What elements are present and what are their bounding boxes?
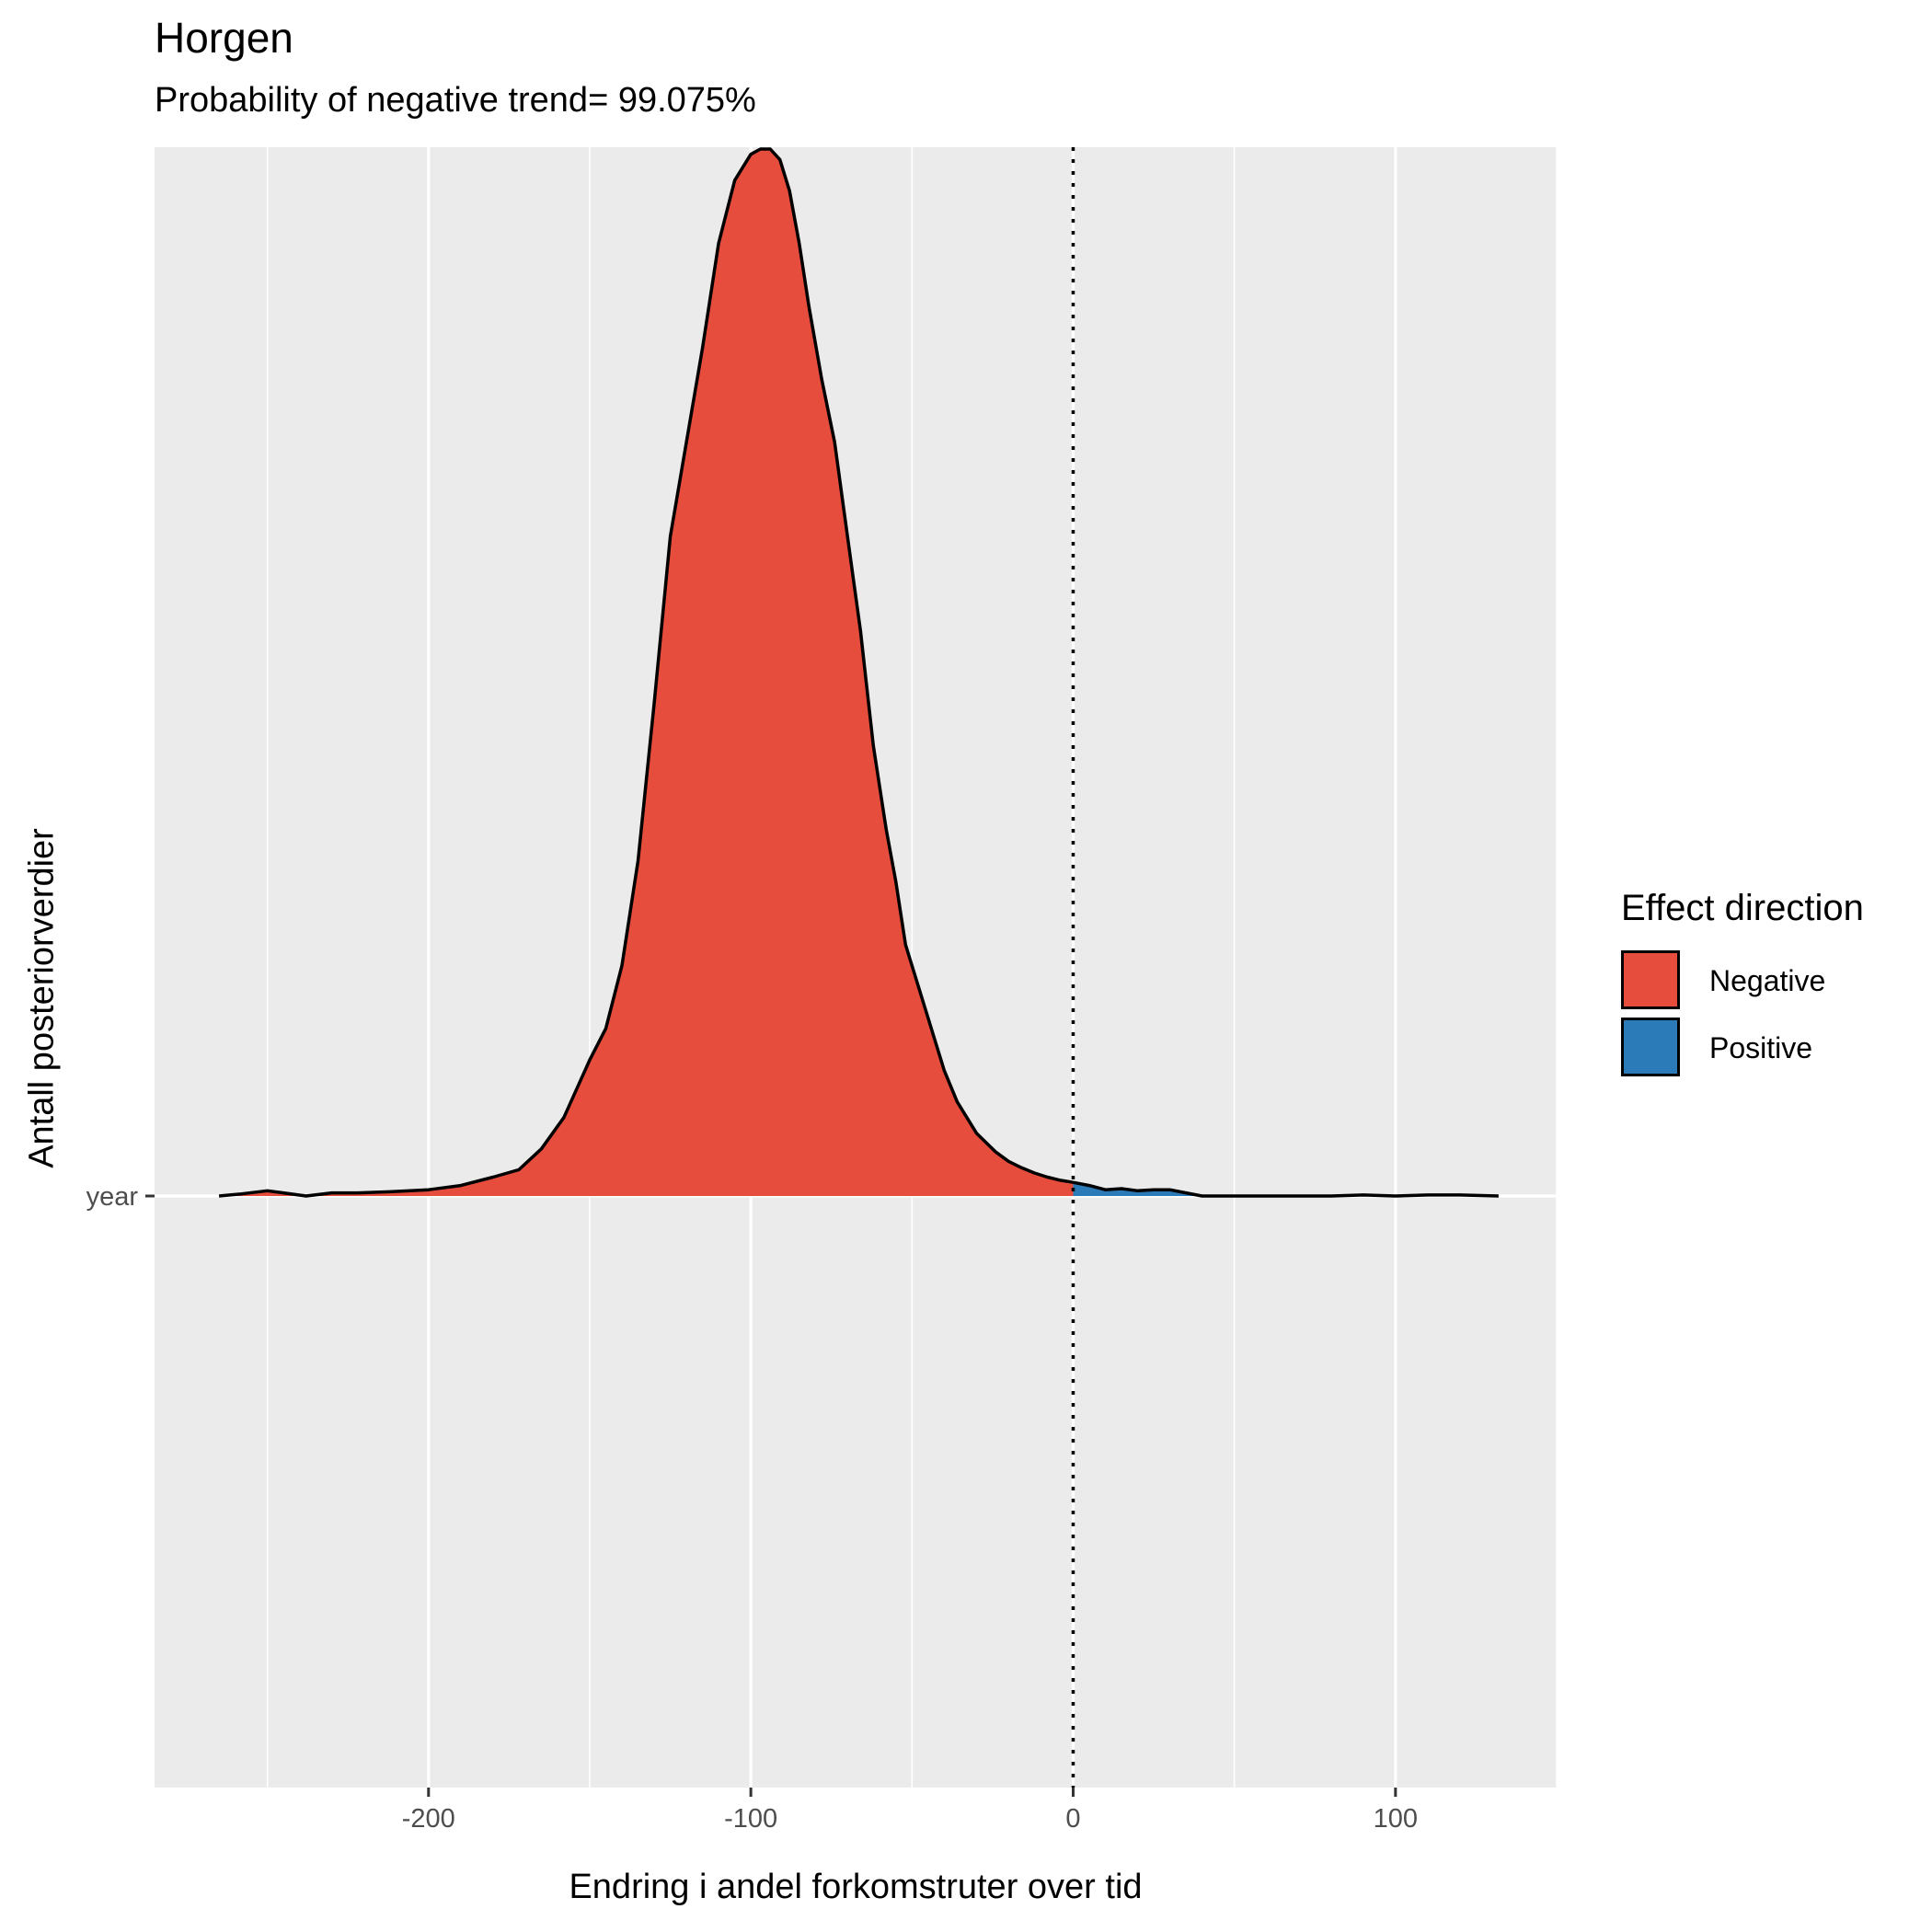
x-tick-label: -100 [724, 1804, 777, 1834]
density-area-negative [219, 149, 1074, 1196]
y-tick-label: year [86, 1182, 139, 1212]
y-axis-label: Antall posteriorverdier [22, 828, 62, 1168]
legend-title: Effect direction [1621, 888, 1864, 928]
x-tick-label: 100 [1374, 1804, 1418, 1834]
x-axis-label: Endring i andel forkomstruter over tid [569, 1868, 1143, 1906]
legend-swatch-negative [1621, 950, 1680, 1009]
x-tick-label: 0 [1065, 1804, 1080, 1834]
x-tick-label: -200 [402, 1804, 455, 1834]
density-outline [218, 147, 1499, 1198]
x-axis: -200 -100 0 100 [402, 1788, 1418, 1834]
legend-label-positive: Positive [1709, 1031, 1813, 1064]
legend-item-positive: Positive [1621, 1018, 1915, 1082]
chart-subtitle: Probability of negative trend= 99.075% [155, 81, 756, 120]
legend-item-negative: Negative [1621, 950, 1915, 1015]
legend-swatch-positive [1621, 1018, 1680, 1076]
y-axis: year [86, 1182, 155, 1212]
legend-label-negative: Negative [1709, 964, 1826, 997]
chart-title: Horgen [155, 14, 293, 62]
minor-gridlines [266, 147, 1558, 1788]
